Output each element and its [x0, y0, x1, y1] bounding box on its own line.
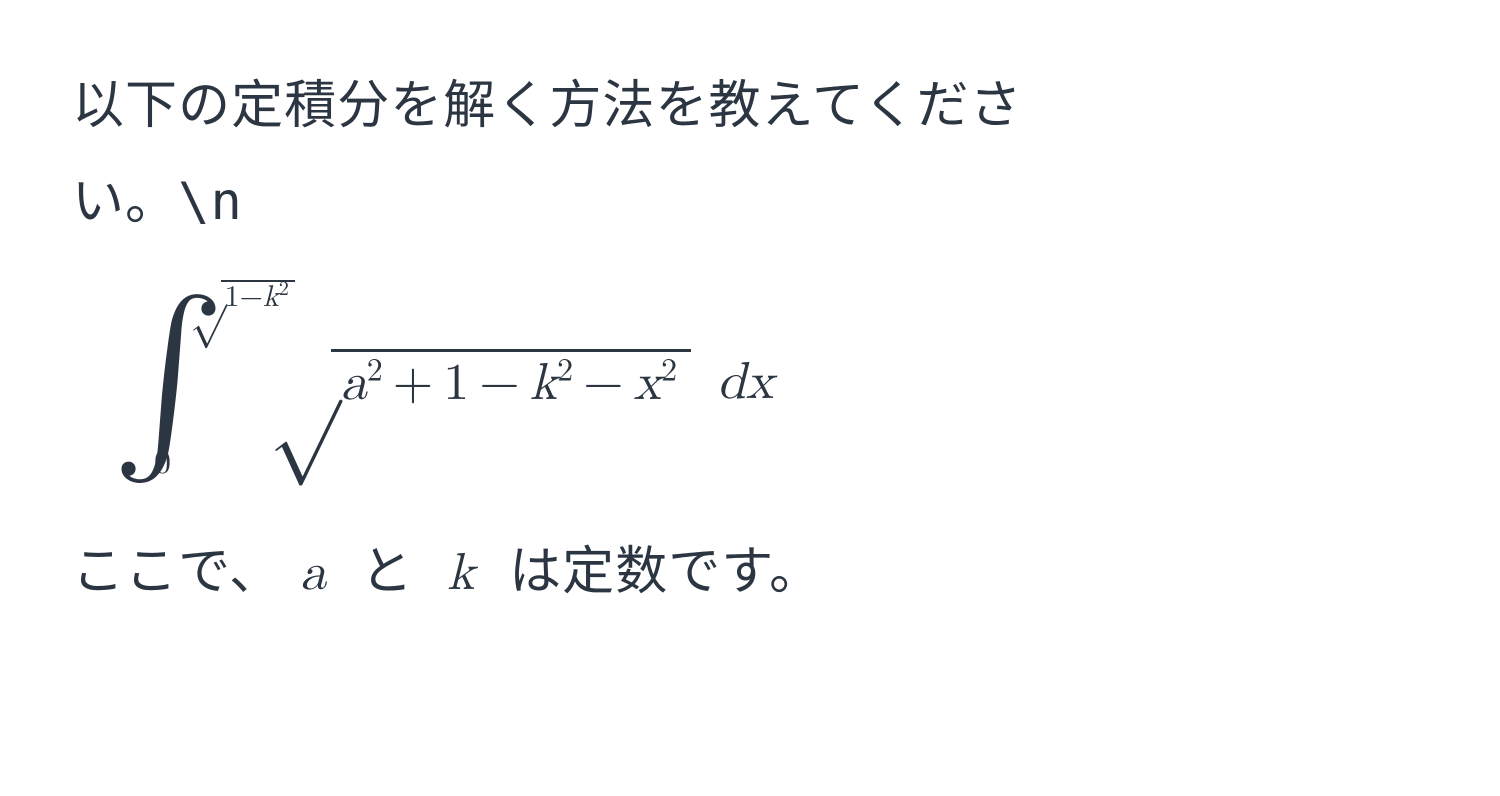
l3-prefix: ここで、: [72, 543, 282, 601]
rad-k: k: [530, 358, 557, 410]
ul-k-exp: 2: [279, 279, 289, 299]
differential: dx: [717, 352, 773, 414]
prompt-line-2: い。\n: [72, 154, 1428, 250]
rad-x: x: [634, 358, 661, 410]
integral-expression: ∫ √ 1−k2 0 √ a2+1−k2−x2 dx: [112, 298, 1428, 468]
rad-minus2: −: [573, 358, 633, 410]
prompt-text-2a: い。: [72, 173, 178, 231]
radical-sign-big: √: [269, 347, 341, 409]
prompt-line-1: 以下の定積分を解く方法を教えてくださ: [72, 58, 1428, 154]
rad-a-exp: 2: [367, 356, 383, 388]
prompt-text-1: 以下の定積分を解く方法を教えてくださ: [72, 77, 1023, 135]
l3-suffix: は定数です。: [494, 543, 823, 601]
radical-sign-small: √: [190, 278, 227, 309]
integrand-radicand: a2+1−k2−x2: [331, 349, 691, 418]
inline-var-k: k: [429, 548, 494, 600]
rad-a: a: [341, 358, 367, 410]
escape-sequence: \n: [178, 172, 243, 232]
rad-minus1: −: [469, 358, 529, 410]
upper-limit-radical: √ 1−k2: [190, 280, 295, 314]
l3-mid: と: [345, 543, 429, 601]
ul-minus: −: [240, 282, 263, 312]
integrand-radical: √ a2+1−k2−x2: [269, 349, 691, 418]
ul-k: k: [263, 282, 279, 312]
integral-sign-group: ∫ √ 1−k2 0: [112, 298, 225, 468]
rad-plus: +: [383, 358, 443, 410]
rad-1: 1: [443, 358, 469, 410]
rad-x-exp: 2: [661, 356, 677, 388]
prompt-line-3: ここで、a と k は定数です。: [72, 524, 1428, 622]
upper-limit-radicand: 1−k2: [221, 280, 295, 314]
rad-k-exp: 2: [557, 356, 573, 388]
inline-var-a: a: [282, 548, 345, 600]
integral-lower-limit: 0: [154, 443, 171, 484]
integral-upper-limit: √ 1−k2: [190, 278, 295, 319]
integral-sign: ∫: [112, 294, 225, 464]
